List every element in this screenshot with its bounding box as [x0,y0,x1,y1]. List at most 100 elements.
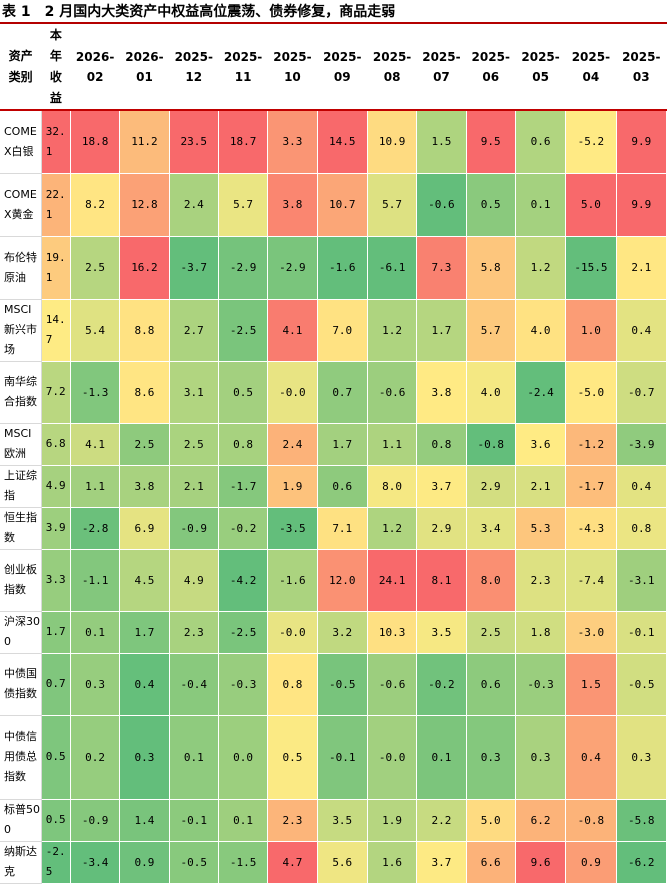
table-row: 中债信用债总指数 0.5 0.2 0.3 0.1 0.0 0.5 -0.1 -0.0 0.1 0.3… [0,715,667,800]
monthly-return-cell: 0.3 [466,715,516,800]
monthly-return-cell: -0.6 [367,361,418,424]
monthly-return-cell: 0.8 [416,423,467,466]
monthly-return-cell: 9.6 [515,841,567,884]
monthly-return-cell: 5.7 [218,173,269,237]
monthly-return-cell: -1.6 [317,236,368,300]
monthly-return-cell: 1.1 [367,423,418,466]
monthly-return-cell: 2.3 [169,611,219,654]
ytd-return-cell: 22.1 [41,173,71,237]
monthly-return-cell: -1.7 [565,465,617,508]
monthly-return-cell: 0.1 [169,715,219,800]
monthly-return-cell: 3.3 [267,110,318,174]
monthly-return-cell: -0.2 [416,653,467,716]
monthly-return-cell: 14.5 [317,110,368,174]
monthly-return-cell: -6.1 [367,236,418,300]
asset-name-cell: 沪深300 [0,611,42,654]
asset-name-cell: MSCI欧洲 [0,423,42,466]
ytd-return-cell: 1.7 [41,611,71,654]
monthly-return-cell: 8.2 [70,173,121,237]
monthly-return-cell: 8.6 [119,361,170,424]
monthly-return-cell: 9.9 [616,110,667,174]
monthly-return-cell: 1.2 [367,507,418,550]
monthly-return-cell: -1.3 [70,361,121,424]
monthly-return-cell: -1.7 [218,465,269,508]
header-month: 2025-05 [515,24,566,111]
monthly-return-cell: 2.5 [119,423,170,466]
monthly-return-cell: 2.9 [466,465,516,508]
table-row: 标普500 0.5 -0.9 1.4 -0.1 0.1 2.3 3.5 1.9 2.2 5.0 6.2… [0,799,667,842]
monthly-return-cell: -2.5 [218,611,269,654]
monthly-return-cell: -3.0 [565,611,617,654]
monthly-return-cell: -7.4 [565,549,617,612]
table-row: COMEX黄金 22.1 8.2 12.8 2.4 5.7 3.8 10.7 5.7 -0.6 0.… [0,173,667,237]
monthly-return-cell: -5.2 [565,110,617,174]
monthly-return-cell: -0.2 [218,507,269,550]
monthly-return-cell: 1.7 [119,611,170,654]
monthly-return-cell: 2.2 [416,799,467,842]
asset-name-cell: 标普500 [0,799,42,842]
asset-name-cell: MSCI新兴市场 [0,299,42,362]
monthly-return-cell: 10.9 [367,110,418,174]
monthly-return-cell: -0.5 [317,653,368,716]
monthly-return-cell: -1.2 [565,423,617,466]
ytd-return-cell: 0.5 [41,799,71,842]
asset-name-cell: 纳斯达克 [0,841,42,884]
monthly-return-cell: -0.6 [416,173,467,237]
ytd-return-cell: 0.7 [41,653,71,716]
monthly-return-cell: -1.5 [218,841,269,884]
monthly-return-cell: 0.5 [218,361,269,424]
table-row: 沪深300 1.7 0.1 1.7 2.3 -2.5 -0.0 3.2 10.3 3.5 2.5 1.… [0,611,667,654]
monthly-return-cell: -0.0 [267,361,318,424]
table-title: 表 1 2 月国内大类资产中权益高位震荡、债券修复，商品走弱 [0,0,667,24]
monthly-return-cell: 0.3 [70,653,121,716]
monthly-return-cell: -1.6 [267,549,318,612]
monthly-return-cell: 0.0 [218,715,269,800]
ytd-return-cell: 6.8 [41,423,71,466]
monthly-return-cell: -2.9 [267,236,318,300]
monthly-return-cell: 7.0 [317,299,368,362]
monthly-return-cell: -0.1 [169,799,219,842]
asset-name-cell: 上证综指 [0,465,42,508]
monthly-return-cell: 11.2 [119,110,170,174]
monthly-return-cell: -0.9 [70,799,121,842]
monthly-return-cell: 16.2 [119,236,170,300]
monthly-return-cell: -0.8 [565,799,617,842]
header-row: 资产类别 本年收益 2026-02 2026-01 2025-12 2025-11 20… [0,24,667,111]
monthly-return-cell: -5.0 [565,361,617,424]
monthly-return-cell: 3.7 [416,465,467,508]
ytd-return-cell: 3.9 [41,507,71,550]
monthly-return-cell: 4.0 [515,299,567,362]
asset-name-cell: 中债信用债总指数 [0,715,42,800]
monthly-return-cell: 0.8 [218,423,269,466]
monthly-return-cell: -0.5 [616,653,667,716]
monthly-return-cell: 2.5 [466,611,516,654]
monthly-return-cell: 2.3 [515,549,567,612]
monthly-return-cell: 1.6 [367,841,418,884]
monthly-return-cell: 12.8 [119,173,170,237]
ytd-return-cell: 0.5 [41,715,71,800]
monthly-return-cell: 8.8 [119,299,170,362]
monthly-return-cell: 4.7 [267,841,318,884]
monthly-return-cell: 0.3 [515,715,567,800]
monthly-return-cell: 1.7 [317,423,368,466]
monthly-return-cell: -0.0 [267,611,318,654]
asset-name-cell: 南华综合指数 [0,361,42,424]
monthly-return-cell: 7.3 [416,236,467,300]
monthly-return-cell: 0.9 [119,841,170,884]
monthly-return-cell: 4.9 [169,549,219,612]
header-month: 2025-03 [616,24,667,111]
monthly-return-cell: 2.3 [267,799,318,842]
monthly-return-cell: 3.2 [317,611,368,654]
monthly-return-cell: -0.0 [367,715,418,800]
monthly-return-cell: -0.3 [515,653,567,716]
monthly-return-cell: 1.5 [416,110,467,174]
header-month: 2025-07 [416,24,467,111]
monthly-return-cell: 8.1 [416,549,467,612]
monthly-return-cell: 0.4 [616,465,667,508]
monthly-return-cell: 8.0 [367,465,418,508]
monthly-return-cell: 5.7 [466,299,516,362]
header-month: 2025-08 [367,24,417,111]
table-row: 布伦特原油 19.1 2.5 16.2 -3.7 -2.9 -2.9 -1.6 -6.1 7.3 5… [0,236,667,300]
table-row: COMEX白银 32.1 18.8 11.2 23.5 18.7 3.3 14.5 10.9 1.… [0,110,667,174]
monthly-return-cell: -0.9 [169,507,219,550]
